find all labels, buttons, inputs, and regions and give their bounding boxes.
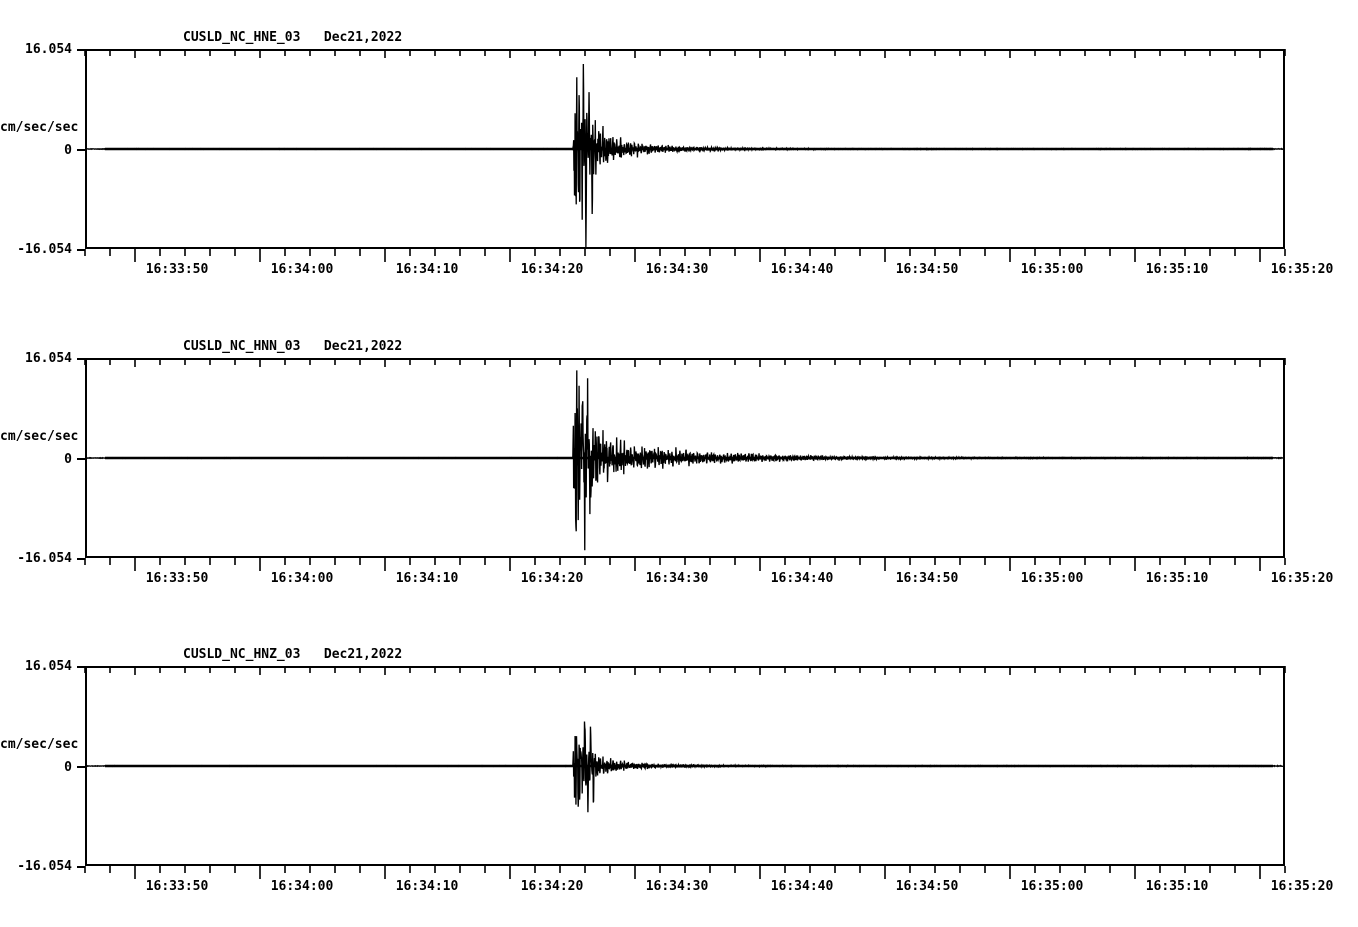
x-tick-label-hne-8: 16:35:10 [1145,262,1209,277]
panel-title-hnn: CUSLD_NC_HNN_03 Dec21,2022 [183,339,403,354]
x-tick-label-hne-4: 16:34:30 [645,262,709,277]
x-tick-label-hne-5: 16:34:40 [770,262,834,277]
x-tick-label-hnz-7: 16:35:00 [1020,879,1084,894]
x-tick-label-hnn-1: 16:34:00 [270,571,334,586]
x-tick-label-hnz-8: 16:35:10 [1145,879,1209,894]
waveform-trace-hne [87,51,1283,247]
y-axis-max-label-hne: 16.054 [25,42,72,57]
x-tick-label-hne-0: 16:33:50 [145,262,209,277]
seismogram-panel-hne: CUSLD_NC_HNE_03 Dec21,2022 16.054 cm/sec… [0,0,1358,310]
x-tick-label-hnn-9: 16:35:20 [1270,571,1334,586]
x-tick-label-hnz-6: 16:34:50 [895,879,959,894]
x-tick-label-hnn-2: 16:34:10 [395,571,459,586]
x-tick-label-hnn-3: 16:34:20 [520,571,584,586]
y-axis-max-label-hnn: 16.054 [25,351,72,366]
x-tick-label-hnz-0: 16:33:50 [145,879,209,894]
y-axis-min-label-hne: -16.054 [17,242,72,257]
x-tick-label-hnn-8: 16:35:10 [1145,571,1209,586]
y-axis-min-label-hnn: -16.054 [17,551,72,566]
x-tick-label-hnz-1: 16:34:00 [270,879,334,894]
y-axis-unit-label-hne: cm/sec/sec [0,120,79,135]
y-axis-zero-label-hnn: 0 [64,452,72,467]
x-tick-label-hnn-0: 16:33:50 [145,571,209,586]
panel-title-hnz: CUSLD_NC_HNZ_03 Dec21,2022 [183,647,403,662]
waveform-trace-hnz [87,668,1283,864]
x-tick-label-hnn-5: 16:34:40 [770,571,834,586]
x-tick-label-hnn-6: 16:34:50 [895,571,959,586]
waveform-trace-hnn [87,360,1283,556]
x-tick-label-hnz-5: 16:34:40 [770,879,834,894]
y-axis-zero-label-hne: 0 [64,143,72,158]
x-tick-label-hne-1: 16:34:00 [270,262,334,277]
x-tick-label-hne-7: 16:35:00 [1020,262,1084,277]
y-axis-max-label-hnz: 16.054 [25,659,72,674]
x-tick-label-hnz-3: 16:34:20 [520,879,584,894]
x-tick-label-hnn-7: 16:35:00 [1020,571,1084,586]
x-tick-label-hnz-2: 16:34:10 [395,879,459,894]
y-axis-min-label-hnz: -16.054 [17,859,72,874]
x-tick-label-hne-3: 16:34:20 [520,262,584,277]
y-axis-unit-label-hnn: cm/sec/sec [0,429,79,444]
x-tick-label-hnz-4: 16:34:30 [645,879,709,894]
x-tick-label-hnz-9: 16:35:20 [1270,879,1334,894]
x-tick-label-hne-6: 16:34:50 [895,262,959,277]
x-tick-label-hne-2: 16:34:10 [395,262,459,277]
y-axis-zero-label-hnz: 0 [64,760,72,775]
y-axis-unit-label-hnz: cm/sec/sec [0,737,79,752]
seismogram-panel-hnn: CUSLD_NC_HNN_03 Dec21,2022 16.054 cm/sec… [0,309,1358,619]
x-tick-label-hne-9: 16:35:20 [1270,262,1334,277]
x-tick-label-hnn-4: 16:34:30 [645,571,709,586]
seismogram-panel-hnz: CUSLD_NC_HNZ_03 Dec21,2022 16.054 cm/sec… [0,617,1358,927]
panel-title-hne: CUSLD_NC_HNE_03 Dec21,2022 [183,30,403,45]
